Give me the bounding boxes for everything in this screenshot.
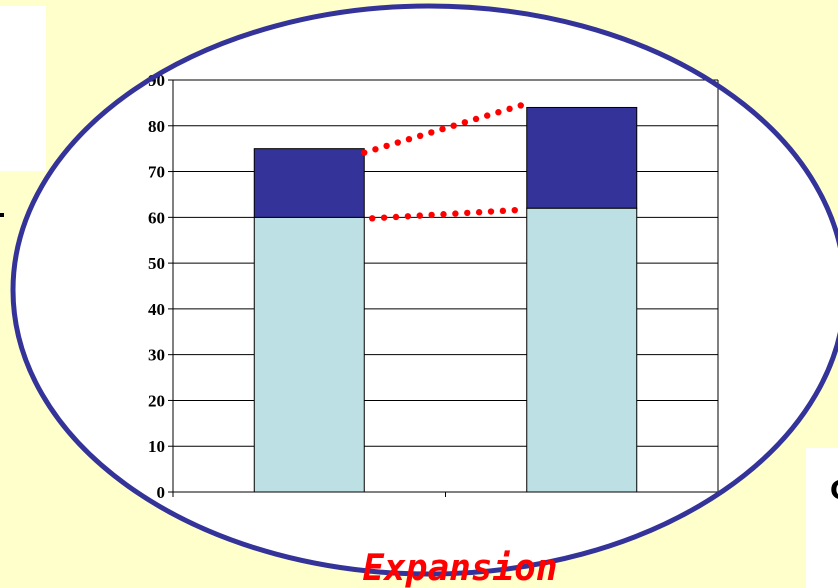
- y-tick-label: 20: [148, 391, 165, 410]
- connector-dot-top: [472, 115, 480, 123]
- connector-dot-top: [394, 139, 401, 146]
- connector-dot-top: [372, 146, 379, 153]
- y-tick-label: 0: [157, 483, 166, 502]
- edge-mark: [0, 213, 4, 217]
- connector-dot-top: [517, 102, 524, 109]
- connector-dot-bottom: [499, 207, 507, 215]
- connector-dot-bottom: [452, 210, 459, 217]
- connector-dot-top: [484, 112, 491, 119]
- connector-dot-top: [428, 129, 435, 136]
- right-side-panel: [806, 448, 838, 588]
- connector-dot-bottom: [428, 211, 435, 219]
- ellipse-background: [13, 6, 838, 574]
- connector-dot-bottom: [511, 206, 518, 214]
- connector-dot-bottom: [475, 209, 483, 216]
- side-label: C: [830, 476, 838, 506]
- connector-dot-top: [450, 122, 457, 129]
- connector-dot-top: [361, 149, 368, 156]
- connector-dot-bottom: [380, 214, 388, 221]
- y-tick-label: 60: [148, 208, 165, 227]
- bar-segment: [253, 216, 365, 493]
- y-tick-label: 80: [148, 117, 165, 136]
- bar-segment: [526, 207, 638, 493]
- ellipse-outline: [10, 3, 838, 577]
- y-tick-label: 70: [148, 163, 165, 182]
- bar-segment: [526, 106, 638, 209]
- connector-dot-top: [439, 125, 446, 133]
- bar-segment: [253, 148, 365, 218]
- connector-dot-top: [383, 142, 390, 150]
- y-tick-label: 30: [148, 346, 165, 365]
- connector-dot-top: [506, 105, 513, 113]
- connector-dot-bottom: [369, 215, 376, 222]
- connector-dot-top: [461, 119, 469, 126]
- y-tick-label: 50: [148, 254, 165, 273]
- connector-dot-bottom: [404, 213, 412, 220]
- connector-dot-bottom: [440, 211, 447, 218]
- connector-dot-bottom: [464, 209, 471, 217]
- connector-dot-top: [495, 109, 502, 116]
- connector-dot-bottom: [487, 208, 495, 215]
- y-tick-label: 40: [148, 300, 165, 319]
- left-side-panel: [0, 6, 46, 171]
- connector-dot-bottom: [392, 213, 400, 221]
- caption-text: Expansion: [362, 548, 557, 588]
- y-tick-label: 10: [148, 437, 165, 456]
- connector-dot-top: [405, 135, 413, 143]
- connector-dot-bottom: [416, 212, 423, 219]
- connector-dot-top: [416, 132, 424, 140]
